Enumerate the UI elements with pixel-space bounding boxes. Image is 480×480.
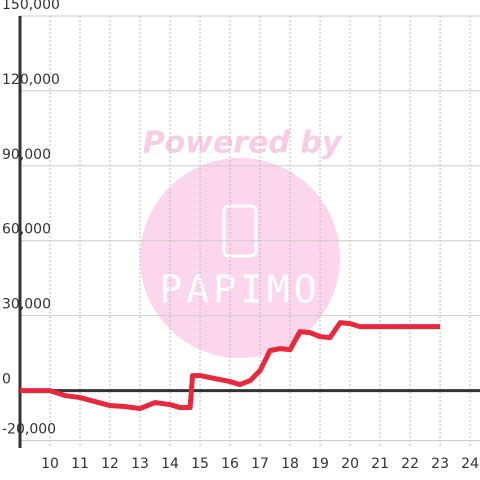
- watermark-text: Powered by: [143, 126, 343, 161]
- x-tick-label: 24: [461, 456, 479, 472]
- y-tick-label: 120,000: [2, 72, 60, 88]
- x-tick-label: 16: [221, 456, 239, 472]
- x-tick-label: 20: [341, 456, 359, 472]
- x-tick-label: 17: [251, 456, 269, 472]
- x-tick-label: 13: [131, 456, 149, 472]
- x-tick-label: 22: [401, 456, 419, 472]
- y-tick-label: 60,000: [2, 222, 51, 238]
- watermark-icon: [222, 204, 258, 258]
- x-tick-label: 18: [281, 456, 299, 472]
- y-tick-label: 90,000: [2, 147, 51, 163]
- x-tick-label: 21: [371, 456, 389, 472]
- x-tick-label: 15: [191, 456, 209, 472]
- x-tick-label: 10: [41, 456, 59, 472]
- data-line: [20, 320, 441, 412]
- x-tick-label: 14: [161, 456, 179, 472]
- y-tick-label: 150,000: [2, 0, 60, 13]
- x-tick-label: 23: [431, 456, 449, 472]
- x-tick-label: 11: [71, 456, 89, 472]
- x-tick-label: 12: [101, 456, 119, 472]
- y-tick-label: 30,000: [2, 297, 51, 313]
- y-tick-label: 0: [2, 372, 11, 388]
- y-tick-label: -20,000: [2, 422, 56, 438]
- x-tick-label: 19: [311, 456, 329, 472]
- watermark-text: PAPIMO: [159, 268, 320, 312]
